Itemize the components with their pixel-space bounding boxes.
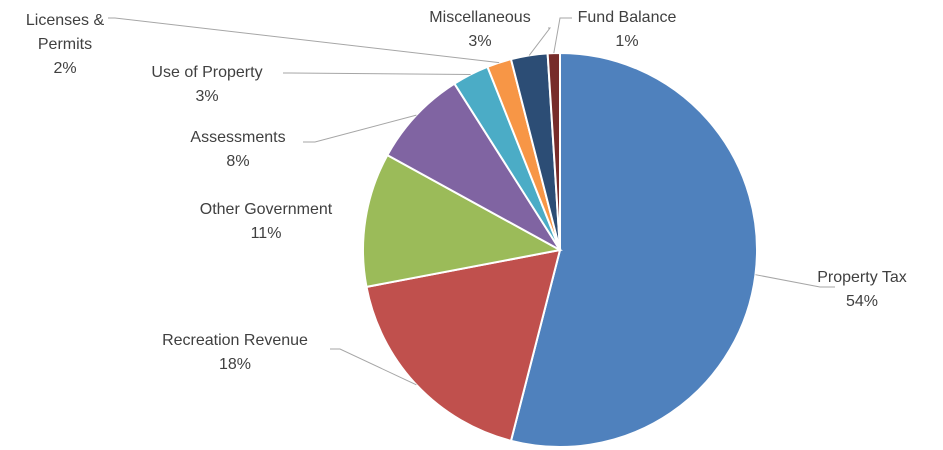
- value-label: 18%: [218, 356, 252, 373]
- category-label: Property Tax: [817, 269, 907, 286]
- category-label: Miscellaneous: [429, 9, 531, 26]
- value-label: 3%: [195, 88, 219, 105]
- slice-label: Other Government 11%: [200, 198, 333, 246]
- category-label: Licenses & Permits: [25, 12, 105, 53]
- value-label: 2%: [53, 60, 77, 77]
- pie-slice: [546, 51, 561, 251]
- leader-line: [330, 348, 417, 386]
- pie-slice: [509, 51, 758, 448]
- category-label: Fund Balance: [577, 9, 677, 26]
- slice-label: Assessments 8%: [190, 126, 285, 174]
- value-label: 8%: [226, 153, 250, 170]
- leader-line: [303, 114, 417, 143]
- leader-line: [283, 72, 471, 75]
- category-label: Recreation Revenue: [162, 332, 308, 349]
- category-label: Use of Property: [151, 64, 263, 81]
- pie-slice: [386, 82, 561, 251]
- value-label: 54%: [845, 293, 879, 310]
- value-label: 3%: [468, 33, 492, 50]
- slice-label: Fund Balance 1%: [578, 6, 677, 54]
- slice-label: Property Tax 54%: [817, 266, 907, 314]
- leader-line: [553, 17, 572, 54]
- value-label: 1%: [615, 33, 639, 50]
- leader-line: [528, 27, 552, 56]
- leader-line: [755, 274, 835, 288]
- slice-label: Miscellaneous 3%: [429, 6, 530, 54]
- category-label: Other Government: [199, 201, 333, 218]
- slice-label: Recreation Revenue 18%: [162, 329, 308, 377]
- leader-line: [108, 17, 500, 64]
- category-label: Assessments: [190, 129, 286, 146]
- slice-label: Licenses & Permits 2%: [20, 9, 110, 81]
- value-label: 11%: [250, 225, 282, 242]
- pie-slice: [362, 153, 563, 289]
- slice-label: Use of Property 3%: [151, 61, 262, 109]
